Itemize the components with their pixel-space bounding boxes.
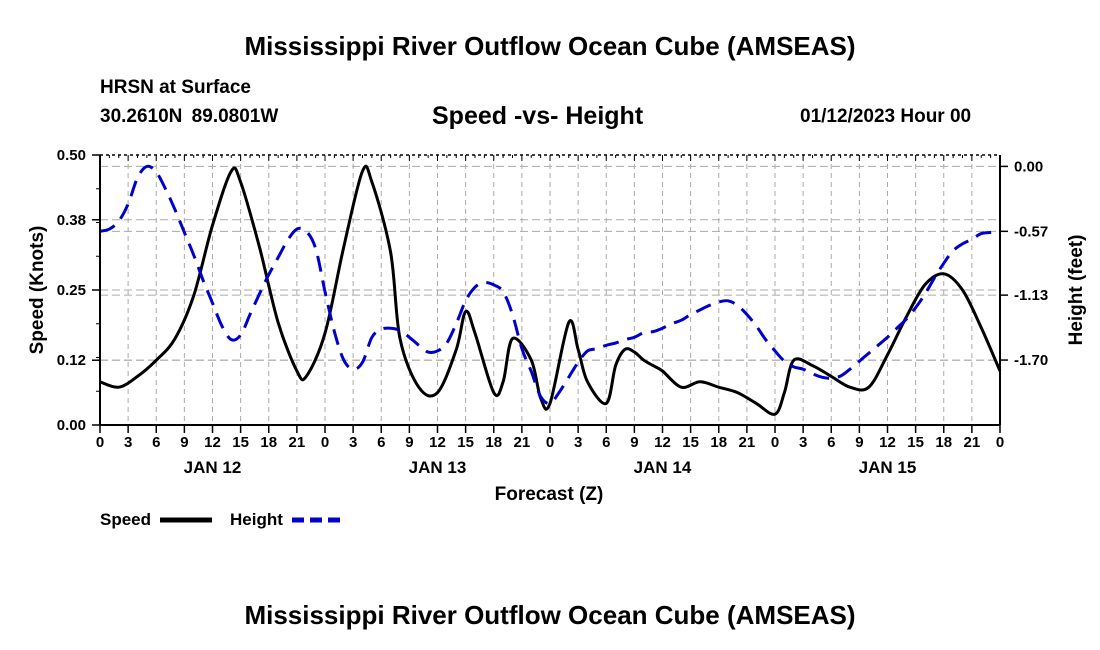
x-tick-label: 3 xyxy=(349,434,357,451)
x-tick-label: 12 xyxy=(879,434,896,451)
x-tick-label: 21 xyxy=(964,434,981,451)
y-tick-label: 0.38 xyxy=(57,212,86,229)
y-tick-label: 0.00 xyxy=(57,417,86,434)
x-tick-label: 6 xyxy=(377,434,385,451)
x-tick-label: 21 xyxy=(289,434,306,451)
y-tick-label: 0.25 xyxy=(57,282,86,299)
speed-series-line xyxy=(99,164,1002,416)
forecast-datetime: 01/12/2023 Hour 00 xyxy=(800,106,972,127)
x-tick-label: 18 xyxy=(485,434,502,451)
chart-footer-title: Mississippi River Outflow Ocean Cube (AM… xyxy=(244,600,856,630)
y2-tick-label: 0.00 xyxy=(1014,158,1043,175)
x-tick-label: 18 xyxy=(260,434,277,451)
y-axis-label: Speed (Knots) xyxy=(27,226,48,355)
x-axis-label: Forecast (Z) xyxy=(495,484,604,505)
x-tick-label: 6 xyxy=(152,434,160,451)
chart-subtitle: Speed -vs- Height xyxy=(432,102,644,130)
x-tick-label: 15 xyxy=(232,434,249,451)
y2-tick-label: -0.57 xyxy=(1014,223,1048,240)
axis-ticks: 0 3 6 9 12 15 18 21 0 3 6 9 12 15 18 21 0 3 6 9 12 15 18 21 0 3 6 9… xyxy=(57,147,1048,477)
x-tick-label: 9 xyxy=(630,434,638,451)
x-tick-label: 3 xyxy=(799,434,807,451)
x-day-label: JAN 13 xyxy=(409,458,467,477)
station-label: HRSN at Surface xyxy=(100,77,251,98)
x-tick-label: 12 xyxy=(429,434,446,451)
legend: Speed Height xyxy=(100,510,342,529)
x-tick-label: 0 xyxy=(546,434,554,451)
y2-tick-label: -1.13 xyxy=(1014,287,1048,304)
x-tick-label: 6 xyxy=(602,434,610,451)
x-tick-label: 21 xyxy=(739,434,756,451)
x-tick-label: 21 xyxy=(514,434,531,451)
x-tick-label: 3 xyxy=(124,434,132,451)
x-tick-label: 0 xyxy=(321,434,329,451)
x-day-label: JAN 15 xyxy=(859,458,917,477)
height-series-line xyxy=(99,164,1001,406)
x-tick-label: 6 xyxy=(827,434,835,451)
y-tick-label: 0.12 xyxy=(57,352,86,369)
x-day-label: JAN 12 xyxy=(184,458,242,477)
x-tick-label: 0 xyxy=(996,434,1004,451)
x-tick-label: 0 xyxy=(96,434,104,451)
x-tick-label: 15 xyxy=(682,434,699,451)
grid xyxy=(100,155,1000,425)
x-tick-label: 9 xyxy=(405,434,413,451)
x-tick-label: 12 xyxy=(654,434,671,451)
x-tick-label: 18 xyxy=(710,434,727,451)
x-tick-label: 9 xyxy=(180,434,188,451)
legend-height-label: Height xyxy=(230,510,283,529)
x-tick-label: 15 xyxy=(457,434,474,451)
coordinates-label: 30.2610N 89.0801W xyxy=(100,106,279,127)
y2-tick-label: -1.70 xyxy=(1014,352,1048,369)
y-tick-label: 0.50 xyxy=(57,147,86,164)
x-tick-label: 18 xyxy=(935,434,952,451)
legend-speed-label: Speed xyxy=(100,510,151,529)
series-lines xyxy=(99,164,1002,416)
x-tick-label: 15 xyxy=(907,434,924,451)
y2-axis-label: Height (feet) xyxy=(1066,235,1087,346)
x-day-label: JAN 14 xyxy=(634,458,692,477)
x-tick-label: 3 xyxy=(574,434,582,451)
x-tick-label: 0 xyxy=(771,434,779,451)
chart-main-title: Mississippi River Outflow Ocean Cube (AM… xyxy=(244,31,856,61)
x-tick-label: 9 xyxy=(855,434,863,451)
x-tick-label: 12 xyxy=(204,434,221,451)
